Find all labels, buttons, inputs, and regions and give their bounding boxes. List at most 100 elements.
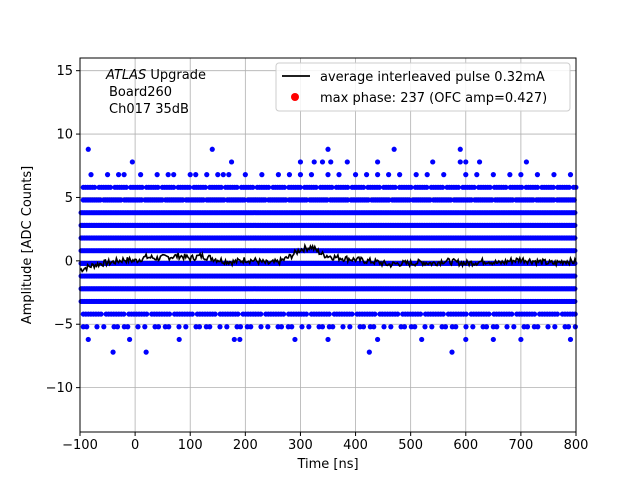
sample-point (186, 184, 193, 190)
sample-point (121, 311, 127, 317)
sample-point (363, 172, 370, 178)
sample-point (424, 184, 430, 190)
sample-point (165, 172, 171, 178)
sample-point (376, 184, 382, 190)
sample-point (283, 197, 289, 203)
plot-frame (79, 57, 577, 433)
sample-point (235, 311, 241, 317)
sample-point (347, 324, 353, 330)
sample-point (567, 172, 574, 178)
sample-point (518, 336, 524, 343)
sample-point (303, 197, 309, 203)
sample-point (336, 172, 342, 178)
sample-point (129, 159, 135, 165)
x-axis-label: Time [ns] (296, 457, 358, 472)
y-axis-label: Amplitude [ADC Counts] (20, 166, 35, 324)
sample-point (417, 311, 424, 317)
sample-point (325, 336, 331, 343)
sample-point (463, 336, 469, 343)
sample-point (340, 324, 346, 330)
sample-point (218, 184, 224, 190)
sample-point (519, 184, 525, 190)
sample-point (531, 311, 538, 317)
sample-point (215, 172, 221, 178)
sample-point (85, 146, 91, 152)
sample-point (138, 172, 144, 178)
sample-point (104, 172, 111, 178)
sample-point (352, 172, 359, 178)
sample-point (565, 324, 572, 330)
sample-point (567, 336, 574, 343)
sample-point (534, 172, 541, 178)
sample-point (224, 324, 230, 330)
sample-point (234, 184, 240, 190)
legend: average interleaved pulse 0.32mA max pha… (275, 62, 571, 112)
sample-point (166, 324, 172, 330)
x-tick-label: 500 (398, 438, 423, 453)
sample-point (242, 172, 248, 178)
sample-point (401, 324, 408, 330)
sample-point (326, 311, 332, 317)
x-tick-label: 100 (178, 438, 203, 453)
sample-point (189, 311, 195, 317)
legend-dot-marker (291, 93, 299, 101)
sample-point (308, 172, 315, 178)
sample-point (154, 172, 160, 178)
sample-point (101, 324, 107, 330)
sample-point (94, 324, 100, 330)
sample-point (180, 197, 186, 203)
sample-point (118, 197, 124, 203)
sample-point (324, 197, 330, 203)
sample-point (439, 184, 446, 190)
sample-point (551, 197, 557, 203)
sample-point (281, 184, 288, 190)
sample-point (228, 159, 235, 165)
sample-point (303, 311, 309, 317)
x-tick-label: 700 (508, 438, 533, 453)
x-tick-label: 0 (131, 438, 139, 453)
sample-point (265, 184, 272, 190)
sample-point (127, 336, 133, 343)
y-tick-label: 15 (56, 64, 73, 79)
sample-point (518, 172, 524, 178)
sample-point (554, 311, 560, 317)
sample-point (397, 172, 403, 178)
x-tick-label: 200 (233, 438, 258, 453)
sample-point (507, 172, 513, 178)
average-pulse (79, 242, 577, 273)
sample-point (311, 159, 317, 165)
annotation-upgrade: Upgrade (146, 68, 206, 83)
sample-point (84, 324, 90, 330)
x-tick-label: 600 (453, 438, 478, 453)
sample-point (572, 222, 578, 228)
sample-point (114, 324, 121, 330)
sample-point (360, 324, 367, 330)
sample-point (530, 197, 536, 203)
sample-point (286, 172, 293, 178)
sample-point (313, 184, 319, 190)
legend-entry-max-phase: max phase: 237 (OFC amp=0.427) (320, 91, 547, 106)
sample-point (159, 197, 165, 203)
sample-point (386, 197, 392, 203)
sample-point (237, 336, 243, 343)
sample-point (344, 159, 350, 165)
sample-point (550, 184, 556, 190)
x-tick-label: 800 (564, 438, 589, 453)
sample-point (455, 184, 461, 190)
sample-point (572, 210, 578, 216)
sample-point (572, 286, 578, 292)
sample-point (144, 311, 150, 317)
sample-point (110, 349, 116, 355)
sample-point (176, 324, 182, 330)
sample-point (490, 172, 496, 178)
sample-point (535, 324, 541, 330)
sample-point (325, 146, 331, 152)
x-axis-ticks: −100 0 100 200 300 400 500 600 700 800 (62, 432, 588, 453)
sample-point (319, 159, 326, 165)
sample-point (275, 172, 281, 178)
sample-point (299, 324, 305, 330)
sample-point (344, 197, 351, 203)
sample-point (470, 324, 476, 330)
sample-point (329, 184, 335, 190)
